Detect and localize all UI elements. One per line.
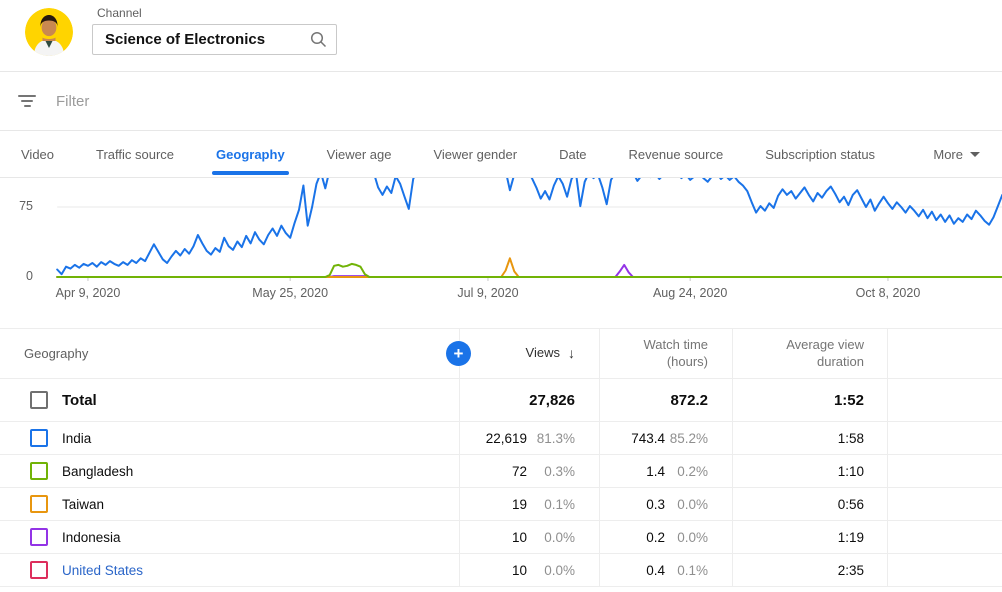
y-axis-tick-label: 0 (26, 269, 33, 283)
tab-traffic-source[interactable]: Traffic source (96, 146, 175, 162)
watch-hours-value: 0.3 (646, 496, 665, 512)
column-header-geography[interactable]: Geography (24, 346, 89, 361)
watch-percent: 0.0% (677, 496, 708, 512)
watch-hours-value: 0.2 (646, 529, 665, 545)
x-axis-tick-label: May 25, 2020 (252, 286, 329, 300)
geography-name[interactable]: Indonesia (62, 529, 121, 545)
tab-date[interactable]: Date (559, 146, 587, 162)
dimension-tabs: Video Traffic source Geography Viewer ag… (0, 131, 1002, 178)
tab-revenue-source[interactable]: Revenue source (628, 146, 724, 162)
avg-duration-value: 1:19 (837, 529, 864, 545)
filter-placeholder[interactable]: Filter (56, 92, 90, 110)
channel-search-box[interactable]: Science of Electronics (92, 24, 337, 55)
chart-plot-area (56, 178, 1002, 281)
views-value: 10 (511, 529, 527, 545)
filter-icon (18, 95, 36, 107)
table-row-taiwan: Taiwan 19 0.1% 0.3 0.0% 0:56 (0, 488, 1002, 521)
avg-duration-value: 1:10 (837, 463, 864, 479)
table-total-row: Total 27,826 872.2 1:52 (0, 379, 1002, 422)
views-percent: 81.3% (536, 430, 575, 446)
x-axis-tick-label: Apr 9, 2020 (55, 286, 121, 300)
table-row-bangladesh: Bangladesh 72 0.3% 1.4 0.2% 1:10 (0, 455, 1002, 488)
total-avg-duration: 1:52 (833, 391, 864, 409)
sort-descending-icon: ↓ (568, 345, 575, 362)
chart-line-india (56, 178, 1002, 276)
column-header-views[interactable]: Views ↓ (459, 329, 599, 378)
avg-duration-value: 0:56 (837, 496, 864, 512)
views-percent: 0.0% (544, 529, 575, 545)
avatar-image (25, 8, 73, 56)
row-checkbox[interactable] (30, 429, 48, 447)
geography-name[interactable]: Bangladesh (62, 463, 134, 479)
avg-duration-value: 1:58 (837, 430, 864, 446)
chart-line-indonesia (56, 263, 1002, 278)
chart-line-bangladesh (56, 262, 1002, 278)
total-views: 27,826 (529, 391, 575, 409)
row-checkbox[interactable] (30, 561, 48, 579)
views-percent: 0.3% (544, 463, 575, 479)
x-axis-tick-label: Jul 9, 2020 (457, 286, 519, 300)
row-checkbox[interactable] (30, 528, 48, 546)
views-value: 19 (511, 496, 527, 512)
avg-duration-value: 2:35 (837, 562, 864, 578)
add-metric-button[interactable]: + (446, 341, 471, 366)
watch-percent: 85.2% (669, 430, 708, 446)
x-axis-tick-label: Oct 8, 2020 (855, 286, 921, 300)
channel-header: Channel Science of Electronics (0, 0, 1002, 72)
tab-viewer-gender[interactable]: Viewer gender (433, 146, 518, 162)
geography-name[interactable]: United States (62, 562, 144, 578)
channel-entity-label: Channel (97, 6, 142, 20)
table-row-india: India 22,619 81.3% 743.4 85.2% 1:58 (0, 422, 1002, 455)
geography-name[interactable]: Taiwan (62, 496, 105, 512)
y-axis-tick-label: 75 (19, 199, 33, 213)
views-value: 22,619 (485, 430, 527, 446)
row-checkbox[interactable] (30, 462, 48, 480)
total-row-checkbox[interactable] (30, 391, 48, 409)
channel-avatar[interactable] (25, 8, 73, 56)
watch-hours-value: 0.4 (646, 562, 665, 578)
tab-more[interactable]: More (912, 131, 1002, 177)
column-header-watch-time[interactable]: Watch time (hours) (599, 329, 732, 378)
geography-table: + Geography Views ↓ Watch time (hours) A… (0, 328, 1002, 587)
views-value: 72 (511, 463, 527, 479)
chevron-down-icon (970, 151, 980, 157)
plus-icon: + (453, 344, 464, 363)
column-header-avg-duration[interactable]: Average view duration (732, 329, 887, 378)
views-percent: 0.0% (544, 562, 575, 578)
tab-video[interactable]: Video (21, 146, 55, 162)
geography-name[interactable]: India (62, 430, 92, 446)
watch-percent: 0.0% (677, 529, 708, 545)
chart-line-taiwan (56, 257, 1002, 278)
watch-hours-value: 743.4 (631, 430, 665, 446)
tab-viewer-age[interactable]: Viewer age (326, 146, 392, 162)
x-axis-tick-label: Aug 24, 2020 (652, 286, 728, 300)
views-percent: 0.1% (544, 496, 575, 512)
views-line-chart: 0 75 Apr 9, 2020 May 25, 2020 Jul 9, 2020 Aug… (0, 178, 1002, 328)
watch-hours-value: 1.4 (646, 463, 665, 479)
column-header-empty (887, 329, 1002, 378)
filter-bar[interactable]: Filter (0, 72, 1002, 131)
total-watch-hours: 872.2 (670, 391, 708, 409)
table-row-indonesia: Indonesia 10 0.0% 0.2 0.0% 1:19 (0, 521, 1002, 554)
tab-more-label: More (933, 146, 963, 162)
watch-percent: 0.2% (677, 463, 708, 479)
search-icon[interactable] (310, 31, 327, 48)
tab-geography[interactable]: Geography (195, 131, 306, 177)
table-header-row: Geography Views ↓ Watch time (hours) Ave… (0, 329, 1002, 379)
watch-percent: 0.1% (677, 562, 708, 578)
total-row-label: Total (62, 391, 97, 409)
row-checkbox[interactable] (30, 495, 48, 513)
views-value: 10 (511, 562, 527, 578)
channel-search-value[interactable]: Science of Electronics (105, 31, 266, 48)
tab-subscription-status[interactable]: Subscription status (765, 146, 876, 162)
table-row-united-states: United States 10 0.0% 0.4 0.1% 2:35 (0, 554, 1002, 587)
